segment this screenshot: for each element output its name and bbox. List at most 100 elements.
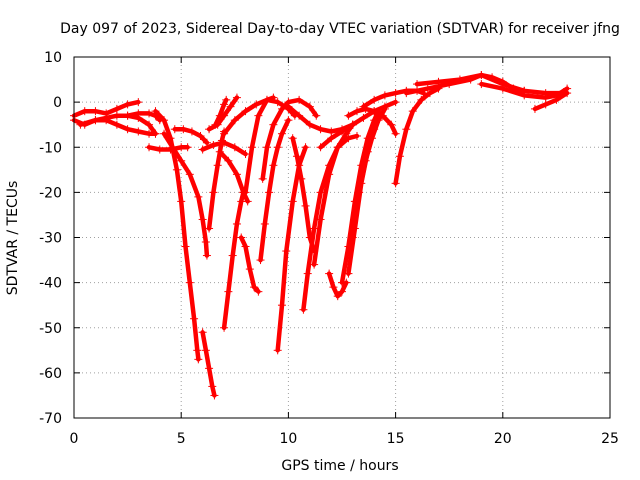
x-tick-label: 10 [279,431,297,447]
data-point [305,120,314,129]
data-point [179,125,188,134]
series-arc-07 [160,129,211,260]
series-arc-01 [70,98,143,120]
data-point [310,260,319,269]
y-tick-label: 0 [53,95,62,111]
data-point [295,111,304,120]
data-point [387,120,396,129]
series-line-arc-30 [350,106,388,240]
data-point [277,129,286,138]
data-point [102,113,111,122]
series-arc-02 [70,116,160,138]
data-point [380,104,389,113]
series-arc-24 [299,131,362,314]
data-point [134,127,143,136]
data-point [402,89,411,98]
data-point [301,201,310,210]
data-point [237,233,246,242]
y-tick-label: -70 [39,411,62,427]
data-point [262,143,271,152]
data-point [282,247,291,256]
data-point [288,134,297,143]
data-point [252,100,261,109]
data-point [498,84,507,93]
x-axis-label: GPS time / hours [281,458,398,474]
series-arc-36 [477,80,572,102]
data-point [277,104,286,113]
data-point [552,95,561,104]
data-point [368,134,377,143]
data-point [316,143,325,152]
data-point [455,75,464,84]
data-point [243,197,252,206]
data-point [348,233,357,242]
y-tick-label: 10 [44,50,62,66]
data-point [380,91,389,100]
plot-area [70,71,572,400]
data-point [112,111,121,120]
data-point [353,131,362,140]
series-arc-09 [198,328,219,400]
data-point [378,111,387,120]
data-point [220,100,229,109]
data-point [391,129,400,138]
series-arc-10 [205,127,229,233]
data-point [250,283,259,292]
series-line-arc-13 [213,97,229,127]
data-point [370,107,379,116]
y-tick-label: -10 [39,140,62,156]
data-point [254,287,263,296]
data-point [423,84,432,93]
axes: 0 5 10 15 20 25 10 0 -10 -20 -30 -40 -50 -60 -70 [39,50,619,447]
data-point [338,287,346,296]
data-point [241,150,250,159]
series-arc-06 [151,107,203,364]
data-point [151,107,160,116]
data-point [134,109,143,118]
data-point [348,120,357,129]
data-point [224,156,233,165]
data-point [563,89,572,98]
data-point [288,197,297,206]
data-point [202,251,211,260]
data-point [247,143,256,152]
y-tick-label: -60 [39,366,62,382]
data-point [112,120,121,129]
data-point [265,188,274,197]
chart-title: Day 097 of 2023, Sidereal Day-to-day VTE… [60,21,620,37]
y-axis-label: SDTVAR / TECUs [5,181,21,296]
data-point [241,107,250,116]
data-point [333,292,342,301]
series-line-arc-37 [532,90,570,112]
series-arc-27 [325,269,351,301]
series-line-arc-17 [238,235,261,294]
data-point [338,278,346,287]
data-point [230,116,239,125]
data-point [172,165,181,174]
data-point [185,278,194,287]
data-point [241,188,250,197]
data-point [295,95,304,104]
data-point [224,287,233,296]
data-point [391,98,400,107]
data-point [273,346,282,355]
data-point [301,143,310,152]
data-point [123,125,132,134]
data-point [215,111,224,120]
data-point [344,269,353,278]
data-point [187,127,196,136]
data-point [220,129,229,138]
data-point [269,161,278,170]
series-arc-19 [256,116,293,265]
series-arc-05 [145,143,192,154]
data-point [183,143,192,152]
series-line-arc-20 [260,97,319,182]
data-point [327,134,336,143]
data-point [222,95,231,104]
data-point [112,104,121,113]
data-point [520,91,529,100]
data-point [316,215,325,224]
data-point [185,170,194,179]
data-point [417,95,426,104]
data-point [170,125,179,134]
